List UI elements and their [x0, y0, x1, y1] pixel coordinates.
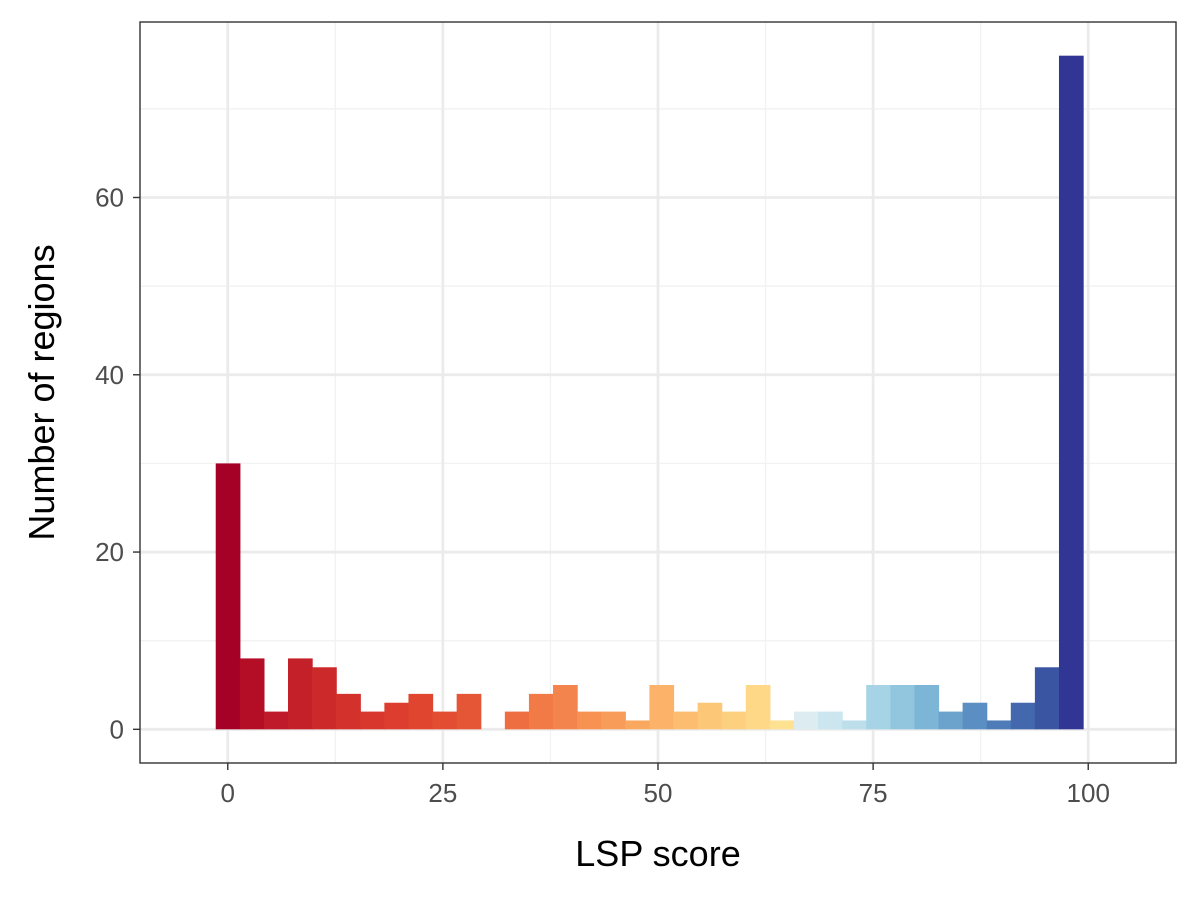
x-tick-label: 100 [1067, 778, 1110, 808]
histogram-bar [818, 711, 843, 730]
histogram-bar [1010, 702, 1036, 730]
histogram-bar [625, 720, 650, 730]
histogram-bar [890, 685, 916, 730]
x-tick-label: 75 [859, 778, 888, 808]
histogram-bar [721, 711, 747, 730]
histogram-bar [866, 685, 891, 730]
histogram-bar [601, 711, 626, 730]
histogram-bar [842, 720, 867, 730]
histogram-bar [1034, 667, 1060, 730]
histogram-bar [384, 702, 410, 730]
histogram-bar [938, 711, 964, 730]
histogram-bar [914, 685, 940, 730]
y-tick-label: 0 [110, 714, 124, 744]
y-tick-label: 40 [95, 360, 124, 390]
histogram-bar [673, 711, 699, 730]
y-tick-label: 20 [95, 537, 124, 567]
histogram-bar [1058, 55, 1084, 730]
histogram-bar [649, 685, 675, 730]
histogram-bar [456, 693, 482, 730]
y-tick-label: 60 [95, 183, 124, 213]
x-axis-title: LSP score [575, 833, 740, 874]
histogram-bar [745, 685, 771, 730]
histogram-bar [962, 702, 988, 730]
histogram-bar [263, 711, 289, 730]
histogram-bar [360, 711, 385, 730]
histogram-bar [697, 702, 723, 730]
histogram-bar [577, 711, 602, 730]
histogram-bar [528, 693, 554, 730]
histogram-bar [288, 658, 313, 730]
bars [215, 55, 1084, 730]
x-tick-label: 25 [428, 778, 457, 808]
x-tick-label: 0 [221, 778, 235, 808]
histogram-bar [312, 667, 337, 730]
histogram-bar [769, 720, 795, 730]
histogram-bar [504, 711, 530, 730]
histogram-bar [432, 711, 458, 730]
axis-ticks: 0 25 50 75 100 0 20 40 60 [95, 183, 1110, 809]
histogram-bar [239, 658, 265, 730]
histogram-bar [215, 463, 241, 730]
histogram-bar [336, 693, 361, 730]
histogram-bar [986, 720, 1012, 730]
histogram-bar [553, 685, 578, 730]
x-tick-label: 50 [644, 778, 673, 808]
histogram-bar [793, 711, 819, 730]
histogram-bar [408, 693, 434, 730]
y-axis-title: Number of regions [21, 244, 62, 540]
